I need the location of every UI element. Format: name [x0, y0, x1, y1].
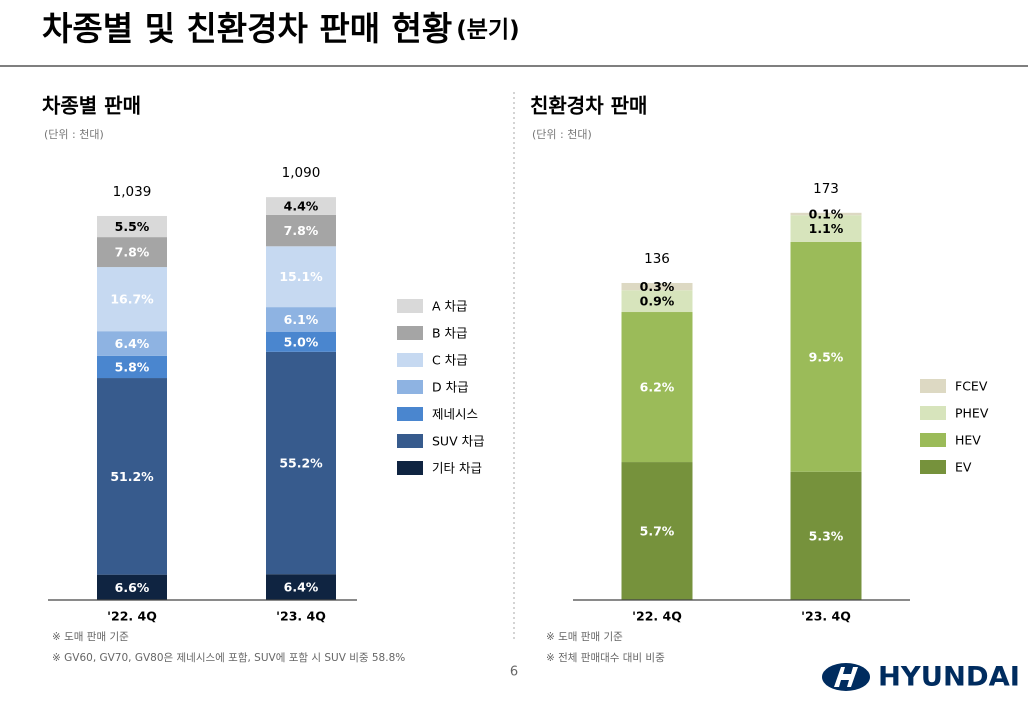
bar-segment	[621, 282, 693, 291]
legend-label: HEV	[955, 433, 981, 448]
total-label: 1,039	[113, 184, 152, 200]
data-label: 15.1%	[279, 269, 323, 284]
bar-segment	[97, 378, 167, 575]
data-label: 6.4%	[284, 580, 319, 595]
bar-segment	[621, 290, 693, 313]
logo: HYUNDAI	[822, 662, 1020, 693]
x-tick-label: '22. 4Q	[107, 609, 157, 624]
page-title: 차종별 및 친환경차 판매 현황 (분기)	[42, 9, 520, 48]
chart-title: 친환경차 판매	[530, 94, 647, 118]
data-label: 6.2%	[640, 380, 675, 395]
data-label: 6.6%	[115, 580, 150, 595]
bar-segment	[621, 312, 693, 463]
bar-segment	[790, 241, 862, 472]
logo-text: HYUNDAI	[878, 662, 1020, 693]
title-main: 차종별 및 친환경차 판매 현황	[42, 9, 452, 48]
data-label: 55.2%	[279, 456, 323, 471]
title-suffix: (분기)	[456, 17, 519, 43]
data-label: 7.8%	[115, 245, 150, 260]
data-label: 6.4%	[115, 336, 150, 351]
logo-h	[834, 667, 858, 687]
bar-segment	[266, 214, 336, 247]
footnote: ※ 도매 판매 기준	[52, 631, 129, 643]
bar-segment	[97, 237, 167, 268]
bar-segment	[97, 267, 167, 332]
legend-swatch	[397, 380, 423, 394]
data-label: 0.3%	[640, 279, 675, 294]
bar-segment	[266, 307, 336, 332]
legend-label: B 차급	[432, 326, 468, 341]
bar-segment	[621, 462, 693, 600]
legend-swatch	[397, 461, 423, 475]
data-label: 5.3%	[809, 528, 844, 543]
legend-label: SUV 차급	[432, 434, 485, 449]
legend-label: A 차급	[432, 299, 468, 314]
footnote: ※ 도매 판매 기준	[546, 631, 623, 643]
data-label: 0.1%	[809, 207, 844, 222]
legend-label: FCEV	[955, 379, 988, 394]
footnote: ※ 전체 판매대수 대비 비중	[546, 652, 665, 664]
legend-label: C 차급	[432, 353, 468, 368]
x-tick-label: '23. 4Q	[801, 609, 851, 624]
data-label: 5.5%	[115, 219, 150, 234]
legend-swatch	[920, 460, 946, 474]
legend-swatch	[920, 406, 946, 420]
footnote: ※ GV60, GV70, GV80은 제네시스에 포함, SUV에 포함 시 …	[52, 652, 405, 664]
total-label: 173	[813, 181, 839, 197]
legend-swatch	[920, 433, 946, 447]
legend-label: PHEV	[955, 406, 989, 421]
bar-segment	[97, 331, 167, 356]
bar-segment	[790, 215, 862, 242]
legend-swatch	[397, 326, 423, 340]
bar-segment	[266, 246, 336, 308]
bar-segment	[266, 574, 336, 600]
legend-swatch	[397, 434, 423, 448]
bar-segment	[790, 471, 862, 600]
legend-swatch	[920, 379, 946, 393]
data-label: 0.9%	[640, 294, 675, 309]
total-label: 1,090	[282, 165, 321, 181]
data-label: 1.1%	[809, 221, 844, 236]
total-label: 136	[644, 251, 670, 267]
unit-label: (단위 : 천대)	[44, 127, 104, 141]
data-label: 51.2%	[110, 469, 154, 484]
legend-swatch	[397, 353, 423, 367]
chart-title: 차종별 판매	[42, 94, 141, 118]
legend-swatch	[397, 299, 423, 313]
data-label: 9.5%	[809, 349, 844, 364]
bar-segment	[266, 331, 336, 352]
data-label: 4.4%	[284, 198, 319, 213]
data-label: 7.8%	[284, 223, 319, 238]
x-tick-label: '22. 4Q	[632, 609, 682, 624]
page-number: 6	[510, 665, 518, 680]
bar-segment	[266, 351, 336, 575]
unit-label: (단위 : 천대)	[532, 127, 592, 141]
legend-label: EV	[955, 460, 972, 475]
bar-segment	[97, 574, 167, 600]
bar-segment	[790, 212, 862, 216]
bar-segment	[97, 355, 167, 379]
bar-segment	[97, 215, 167, 238]
x-tick-label: '23. 4Q	[276, 609, 326, 624]
bar-segment	[266, 197, 336, 215]
legend-swatch	[397, 407, 423, 421]
data-label: 16.7%	[110, 292, 154, 307]
data-label: 6.1%	[284, 312, 319, 327]
data-label: 5.7%	[640, 524, 675, 539]
legend-label: 제네시스	[432, 407, 478, 422]
legend-label: 기타 차급	[432, 461, 482, 476]
data-label: 5.8%	[115, 359, 150, 374]
legend-label: D 차급	[432, 380, 469, 395]
data-label: 5.0%	[284, 334, 319, 349]
